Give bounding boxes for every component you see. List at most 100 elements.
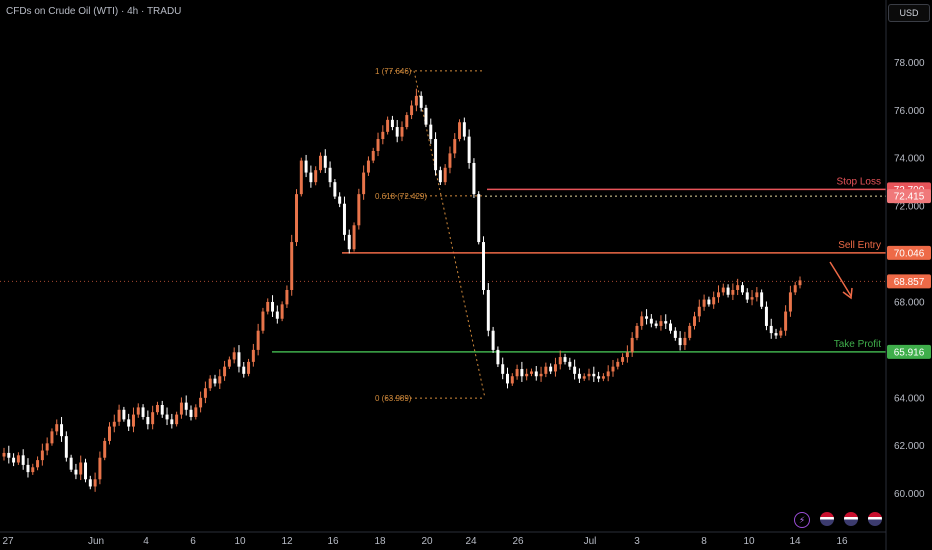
candle[interactable]: [611, 359, 615, 377]
candle[interactable]: [410, 100, 414, 120]
candle[interactable]: [175, 411, 179, 427]
candle[interactable]: [669, 319, 673, 334]
candle[interactable]: [218, 369, 222, 389]
candle[interactable]: [40, 443, 44, 466]
candle[interactable]: [693, 311, 696, 330]
candle[interactable]: [462, 117, 466, 141]
candle[interactable]: [386, 116, 390, 135]
candle[interactable]: [285, 285, 289, 308]
candle[interactable]: [357, 188, 361, 230]
candle[interactable]: [199, 391, 203, 413]
candle[interactable]: [443, 164, 447, 186]
candle[interactable]: [506, 367, 509, 389]
price-axis[interactable]: 78.00076.00074.00072.00070.00068.00066.0…: [885, 0, 931, 550]
candle[interactable]: [577, 368, 581, 384]
candle[interactable]: [103, 437, 107, 461]
candle[interactable]: [486, 283, 490, 337]
candle[interactable]: [664, 314, 668, 330]
candle[interactable]: [247, 358, 251, 377]
candle[interactable]: [568, 357, 572, 370]
candle[interactable]: [165, 407, 169, 426]
lightning-icon[interactable]: ⚡: [794, 512, 810, 528]
candle[interactable]: [314, 166, 318, 186]
candle[interactable]: [36, 456, 40, 471]
candle[interactable]: [280, 301, 284, 322]
candle[interactable]: [84, 458, 88, 483]
candle[interactable]: [117, 404, 121, 426]
candle[interactable]: [352, 222, 356, 252]
candles[interactable]: [2, 88, 802, 492]
candle[interactable]: [678, 331, 682, 351]
candle[interactable]: [2, 447, 6, 461]
us-flag-icon[interactable]: [844, 512, 858, 526]
candle[interactable]: [793, 281, 797, 296]
candle[interactable]: [779, 327, 783, 339]
candle[interactable]: [136, 403, 140, 418]
candle[interactable]: [122, 406, 126, 422]
candle[interactable]: [295, 189, 298, 247]
candle[interactable]: [482, 236, 486, 295]
candle[interactable]: [798, 276, 802, 289]
candle[interactable]: [127, 413, 131, 431]
candle[interactable]: [371, 147, 375, 164]
candle[interactable]: [630, 332, 634, 357]
time-axis[interactable]: 27 Jun 4 6 10 12 16 18 20 24 26 Jul 3 8 10 14 16: [0, 531, 886, 547]
candle[interactable]: [616, 358, 620, 370]
candle[interactable]: [213, 374, 217, 387]
candle[interactable]: [597, 371, 601, 383]
candle[interactable]: [438, 166, 442, 185]
candle[interactable]: [467, 129, 471, 169]
candle[interactable]: [673, 327, 677, 341]
candle[interactable]: [50, 428, 54, 446]
candle[interactable]: [529, 368, 533, 377]
candle[interactable]: [659, 315, 663, 331]
candle[interactable]: [251, 343, 255, 367]
candle[interactable]: [309, 165, 313, 188]
candle[interactable]: [769, 318, 773, 339]
candle[interactable]: [764, 301, 768, 331]
candle[interactable]: [271, 295, 275, 317]
candle[interactable]: [208, 375, 212, 391]
candle[interactable]: [458, 119, 462, 142]
candle[interactable]: [419, 91, 423, 112]
candle[interactable]: [525, 368, 529, 381]
candle[interactable]: [688, 322, 692, 341]
candle[interactable]: [155, 401, 159, 415]
candle[interactable]: [683, 331, 687, 350]
candle[interactable]: [376, 132, 380, 157]
candle[interactable]: [328, 161, 332, 188]
candle[interactable]: [31, 463, 35, 475]
candle[interactable]: [74, 463, 78, 480]
candle[interactable]: [534, 365, 538, 381]
candle[interactable]: [223, 360, 227, 381]
candle[interactable]: [16, 452, 20, 465]
candle[interactable]: [170, 413, 174, 429]
candle[interactable]: [563, 353, 567, 365]
candle[interactable]: [60, 416, 64, 442]
candle[interactable]: [400, 121, 404, 142]
trade-levels[interactable]: Stop Loss Sell Entry Take Profit: [0, 176, 886, 353]
candle[interactable]: [429, 118, 433, 144]
candle[interactable]: [256, 323, 260, 356]
candle[interactable]: [726, 284, 730, 298]
candle[interactable]: [232, 347, 236, 364]
candle[interactable]: [587, 368, 591, 381]
candle[interactable]: [520, 361, 524, 382]
candle[interactable]: [261, 307, 265, 334]
candle[interactable]: [774, 328, 778, 339]
candle[interactable]: [338, 192, 342, 208]
candle[interactable]: [510, 373, 514, 386]
candle[interactable]: [366, 156, 370, 176]
currency-button[interactable]: USD: [888, 4, 930, 22]
candle[interactable]: [98, 451, 102, 485]
candle[interactable]: [434, 132, 438, 176]
candle[interactable]: [784, 305, 788, 336]
candle[interactable]: [573, 359, 577, 380]
us-flag-icon[interactable]: [868, 512, 882, 526]
candle[interactable]: [347, 229, 351, 254]
candle[interactable]: [697, 299, 701, 323]
candle[interactable]: [290, 234, 294, 296]
candle[interactable]: [395, 120, 399, 143]
candle[interactable]: [141, 404, 145, 420]
candle[interactable]: [731, 283, 735, 301]
